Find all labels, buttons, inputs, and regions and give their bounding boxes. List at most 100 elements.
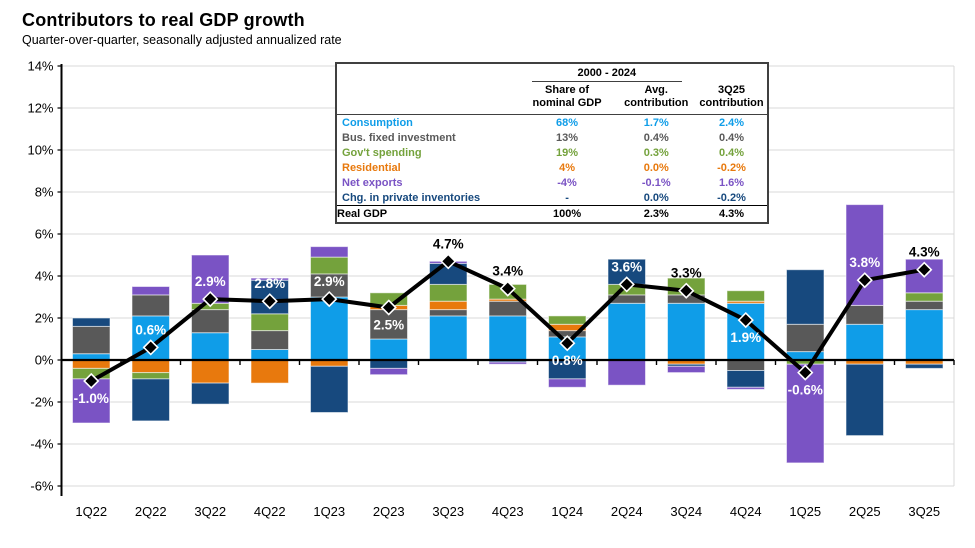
- table-row-value: 0.3%: [643, 146, 669, 159]
- bar-segment-bus_fixed: [429, 309, 468, 317]
- y-axis-label: -4%: [30, 437, 54, 452]
- bar-segment-consumption: [607, 302, 646, 361]
- y-axis-label: 10%: [27, 143, 53, 158]
- x-axis-label: 4Q22: [254, 504, 286, 519]
- bar-segment-inventories: [310, 365, 349, 413]
- y-axis-label: 0%: [35, 353, 54, 368]
- gdp-diamond-marker: [618, 276, 635, 293]
- table-spacer-cell: [337, 95, 518, 101]
- table-total-value: 100%: [552, 208, 582, 221]
- table-row: Bus. fixed investment 13% 0.4% 0.4%: [337, 130, 767, 145]
- gdp-diamond-marker: [678, 282, 695, 299]
- bar-segment-consumption: [191, 332, 230, 361]
- gdp-diamond-marker: [380, 299, 397, 316]
- table-row-value: 1.7%: [643, 116, 669, 129]
- table-row-value: 4%: [559, 161, 575, 174]
- bar-segment-inventories: [191, 382, 230, 405]
- x-axis-label: 4Q24: [730, 504, 762, 519]
- table-row-label: Chg. in private inventories: [342, 191, 481, 204]
- bar-segment-govt: [250, 313, 289, 332]
- x-axis-label: 1Q25: [789, 504, 821, 519]
- bar-segment-bus_fixed: [905, 300, 944, 311]
- table-total-label: Real GDP: [337, 208, 388, 221]
- bar-segment-net_exports: [845, 204, 884, 306]
- bar-segment-bus_fixed: [191, 309, 230, 334]
- bar-segment-inventories: [905, 363, 944, 369]
- x-axis-label: 3Q24: [670, 504, 702, 519]
- table-row-value: -0.2%: [717, 191, 746, 204]
- bar-segment-govt: [905, 292, 944, 302]
- table-group-header-text: 2000 - 2024: [531, 67, 683, 82]
- x-axis-label: 2Q23: [373, 504, 405, 519]
- table-row-label: Consumption: [342, 116, 413, 129]
- table-row-value: -0.2%: [717, 161, 746, 174]
- bar-segment-residential: [250, 359, 289, 384]
- bar-segment-residential: [72, 359, 111, 369]
- bar-segment-inventories: [72, 317, 111, 327]
- gdp-data-label: 2.5%: [373, 318, 404, 333]
- x-axis-label: 2Q25: [849, 504, 881, 519]
- table-row-value: 0.4%: [718, 146, 745, 159]
- table-row-value: 0.0%: [643, 161, 669, 174]
- y-axis-label: 14%: [27, 59, 53, 74]
- y-axis-label: 2%: [35, 311, 54, 326]
- table-column-header-row: Share of nominal GDP Avg. contribution 3Q2…: [337, 82, 767, 116]
- bar-segment-govt: [726, 290, 765, 302]
- x-axis-label: 3Q22: [194, 504, 226, 519]
- bar-segment-consumption: [667, 302, 706, 361]
- gdp-diamond-marker: [499, 280, 516, 297]
- x-axis-label: 1Q22: [75, 504, 107, 519]
- x-axis-label: 1Q24: [551, 504, 583, 519]
- table-row: Residential 4% 0.0% -0.2%: [337, 160, 767, 175]
- summary-table: 2000 - 2024 Share of nominal GDP Avg. cont…: [335, 62, 769, 225]
- y-axis-label: 4%: [35, 269, 54, 284]
- gdp-diamond-marker: [440, 253, 457, 270]
- gdp-data-label: 3.4%: [492, 264, 523, 279]
- bar-segment-consumption: [488, 315, 527, 361]
- bar-segment-residential: [191, 359, 230, 384]
- bar-segment-bus_fixed: [250, 330, 289, 351]
- gdp-diamond-marker: [559, 335, 576, 352]
- table-spacer-cell: [337, 72, 518, 75]
- table-row: Net exports -4% -0.1% 1.6%: [337, 175, 767, 190]
- bar-segment-net_exports: [131, 286, 170, 296]
- gdp-diamond-marker: [856, 272, 873, 289]
- table-row-value: 13%: [556, 131, 579, 144]
- gdp-diamond-marker: [83, 372, 100, 390]
- bar-segment-govt: [548, 315, 587, 325]
- table-row-value: -4%: [557, 176, 577, 189]
- gdp-data-label: 0.6%: [135, 322, 166, 337]
- gdp-data-label: 3.6%: [611, 259, 642, 274]
- table-row-value: 0.4%: [643, 131, 669, 144]
- y-axis-label: -2%: [30, 395, 54, 410]
- gdp-data-label: 1.9%: [730, 330, 761, 345]
- bar-segment-inventories: [369, 359, 408, 369]
- gdp-data-label: 0.8%: [552, 353, 583, 368]
- bar-segment-govt: [310, 256, 349, 275]
- y-axis-label: 6%: [35, 227, 54, 242]
- bar-segment-bus_fixed: [488, 300, 527, 317]
- gdp-data-label: 3.3%: [671, 266, 702, 281]
- bar-segment-net_exports: [607, 359, 646, 386]
- bar-segment-consumption: [845, 323, 884, 361]
- table-spacer-cell: [696, 72, 767, 75]
- gdp-data-label: 2.9%: [314, 274, 345, 289]
- gdp-diamond-marker: [261, 293, 278, 310]
- bar-segment-net_exports: [488, 361, 527, 365]
- bar-segment-consumption: [369, 338, 408, 361]
- gdp-data-label: -0.6%: [788, 383, 823, 398]
- table-column-header: Share of nominal GDP: [532, 84, 602, 110]
- table-row-value: 68%: [556, 116, 579, 129]
- gdp-data-label: -1.0%: [74, 391, 109, 406]
- page-subtitle: Quarter-over-quarter, seasonally adjuste…: [22, 33, 342, 47]
- x-axis-label: 1Q23: [313, 504, 345, 519]
- bar-segment-inventories: [786, 269, 825, 325]
- gdp-diamond-marker: [797, 364, 814, 381]
- bar-segment-bus_fixed: [72, 325, 111, 355]
- table-row-value: 19%: [556, 146, 579, 159]
- bar-segment-consumption: [310, 296, 349, 361]
- bar-segment-bus_fixed: [131, 294, 170, 317]
- x-axis-label: 2Q24: [611, 504, 643, 519]
- bar-segment-residential: [131, 359, 170, 374]
